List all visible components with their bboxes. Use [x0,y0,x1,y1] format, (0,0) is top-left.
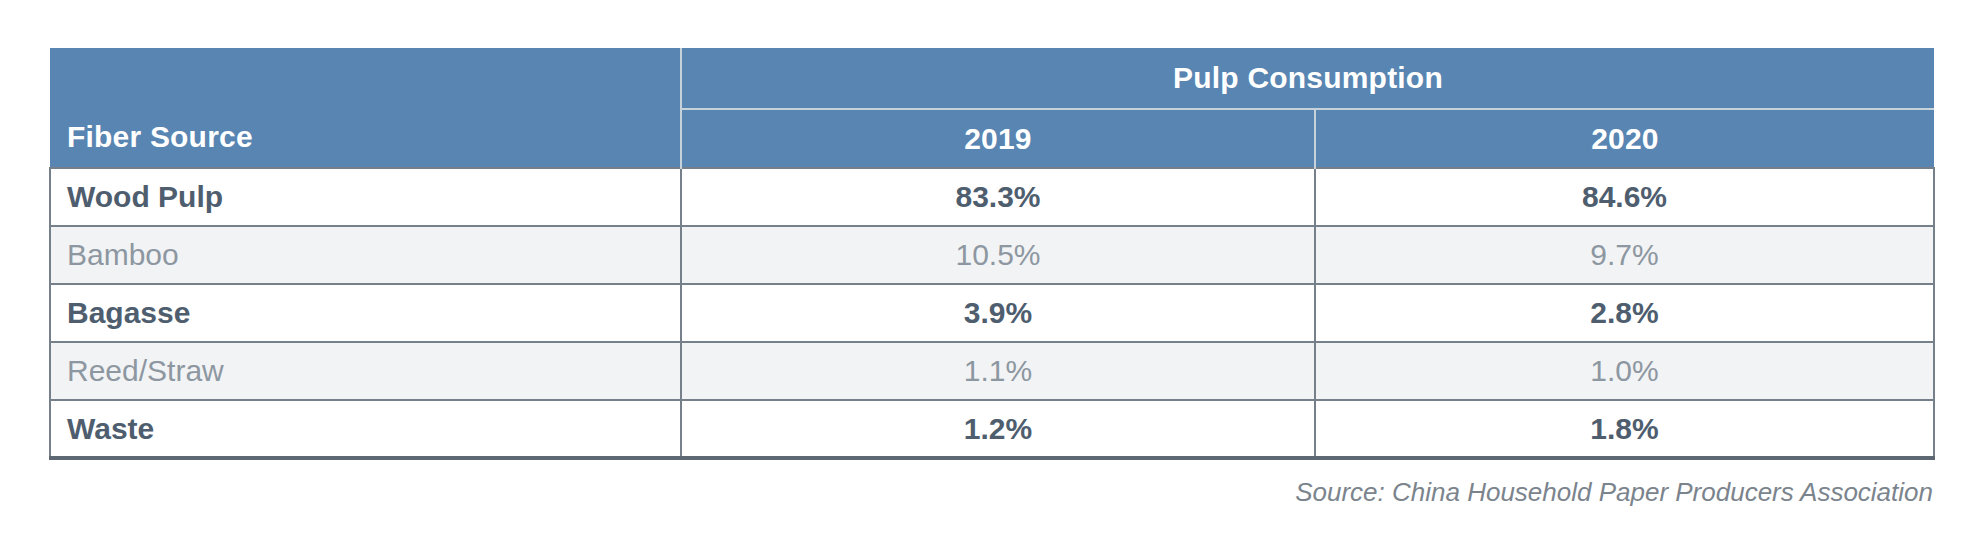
row-label-cell: Waste [50,400,681,458]
value-cell-2020: 9.7% [1315,226,1934,284]
table-row-bagasse: Bagasse 3.9% 2.8% [50,284,1934,342]
value-cell-2019: 83.3% [681,168,1315,226]
value-cell-2020: 1.8% [1315,400,1934,458]
value-cell-2019: 10.5% [681,226,1315,284]
table-row-waste: Waste 1.2% 1.8% [50,400,1934,458]
pulp-consumption-table: Fiber Source Pulp Consumption 2019 2020 … [49,48,1935,460]
header-row-group: Fiber Source Pulp Consumption [50,48,1934,109]
table-row-reed-straw: Reed/Straw 1.1% 1.0% [50,342,1934,400]
year-2020-header: 2020 [1315,109,1934,168]
value-cell-2019: 3.9% [681,284,1315,342]
value-cell-2019: 1.2% [681,400,1315,458]
value-cell-2020: 2.8% [1315,284,1934,342]
row-label-cell: Bamboo [50,226,681,284]
value-cell-2019: 1.1% [681,342,1315,400]
table-body: Wood Pulp 83.3% 84.6% Bamboo 10.5% 9.7% … [50,168,1934,458]
value-cell-2020: 84.6% [1315,168,1934,226]
pulp-consumption-table-wrap: Fiber Source Pulp Consumption 2019 2020 … [49,48,1933,460]
page-canvas: Fiber Source Pulp Consumption 2019 2020 … [0,0,1982,555]
fiber-source-header: Fiber Source [50,48,681,168]
row-label-cell: Bagasse [50,284,681,342]
source-note: Source: China Household Paper Producers … [49,477,1933,508]
table-row-bamboo: Bamboo 10.5% 9.7% [50,226,1934,284]
year-2019-header: 2019 [681,109,1315,168]
value-cell-2020: 1.0% [1315,342,1934,400]
table-row-wood-pulp: Wood Pulp 83.3% 84.6% [50,168,1934,226]
row-label-cell: Wood Pulp [50,168,681,226]
row-label-cell: Reed/Straw [50,342,681,400]
table-header: Fiber Source Pulp Consumption 2019 2020 [50,48,1934,168]
pulp-consumption-group-header: Pulp Consumption [681,48,1934,109]
